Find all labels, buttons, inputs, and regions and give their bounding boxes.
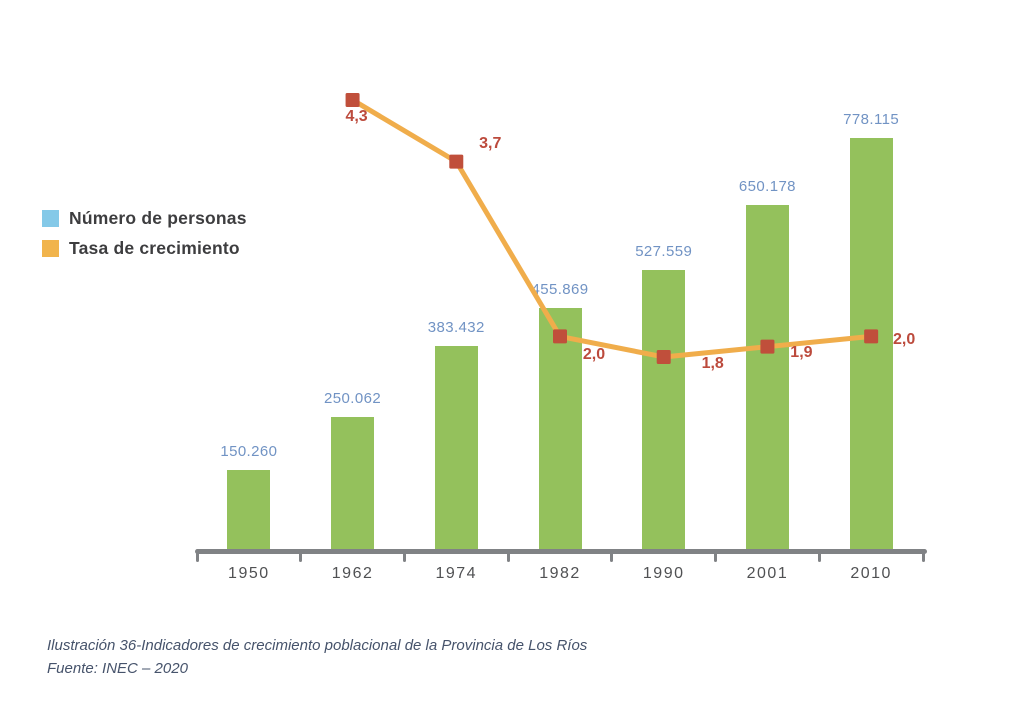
axis-tick	[610, 549, 614, 562]
legend-label-tasa: Tasa de crecimiento	[69, 237, 240, 258]
rate-value-label: 3,7	[479, 134, 502, 152]
bar-1950	[227, 469, 271, 549]
bar-value-label: 455.869	[531, 281, 589, 299]
legend-item-personas: Número de personas	[42, 203, 247, 233]
growth-rate-line-layer	[345, 92, 879, 364]
bar-1962	[331, 416, 375, 549]
x-axis-line	[195, 549, 927, 554]
x-axis-tick-label: 1962	[331, 565, 374, 582]
x-axis-tick-label: 1982	[539, 565, 581, 582]
bar-2001	[745, 205, 789, 549]
figure-source: Fuente: INEC – 2020	[47, 660, 188, 677]
rate-value-label: 2,0	[893, 331, 916, 349]
axis-tick	[195, 549, 199, 562]
bar-1990	[642, 270, 686, 549]
rate-value-label: 1,8	[701, 354, 724, 372]
bar-value-label: 150.260	[220, 442, 278, 460]
chart-plot-area: 150.260 1950 250.062 1962 383.432 1974 455.869…	[195, 84, 927, 582]
bar-1982	[538, 308, 582, 549]
x-axis-tick-label: 1974	[435, 565, 478, 582]
axis-tick	[817, 549, 821, 562]
bar-value-label: 650.178	[738, 178, 796, 196]
axis-tick	[299, 549, 303, 562]
rate-value-label: 4,3	[345, 107, 368, 125]
bar-value-label: 250.062	[324, 389, 382, 407]
rate-value-label: 1,9	[790, 343, 813, 361]
bar-value-label: 778.115	[843, 110, 900, 128]
x-axis-tick-label: 2001	[746, 565, 789, 582]
x-axis-tick-label: 2010	[850, 565, 892, 582]
line-marker	[449, 154, 464, 169]
line-marker	[553, 329, 567, 344]
chart-legend: Número de personas Tasa de crecimiento	[42, 203, 247, 263]
bar-value-label: 383.432	[427, 319, 485, 337]
x-axis-tick-label: 1990	[642, 565, 685, 582]
figure-caption-block: Ilustración 36-Indicadores de crecimient…	[47, 634, 587, 680]
legend-label-personas: Número de personas	[69, 207, 247, 228]
line-marker	[656, 349, 671, 364]
line-marker	[345, 92, 360, 107]
axis-tick	[402, 549, 406, 562]
x-axis-tick-label: 1950	[228, 565, 270, 582]
line-marker	[760, 339, 775, 354]
legend-swatch-personas-icon	[42, 209, 59, 227]
bar-1974	[434, 346, 478, 549]
bar-2010	[849, 137, 893, 549]
legend-swatch-tasa-icon	[42, 239, 59, 257]
bar-value-label: 527.559	[635, 243, 693, 261]
legend-item-tasa: Tasa de crecimiento	[42, 233, 247, 263]
figure-caption: Ilustración 36-Indicadores de crecimient…	[47, 637, 588, 654]
rate-value-label: 2,0	[582, 346, 606, 364]
axis-tick	[506, 549, 510, 562]
growth-line	[350, 97, 874, 360]
axis-tick	[921, 549, 925, 562]
axis-tick	[714, 549, 718, 562]
line-marker	[864, 329, 879, 344]
